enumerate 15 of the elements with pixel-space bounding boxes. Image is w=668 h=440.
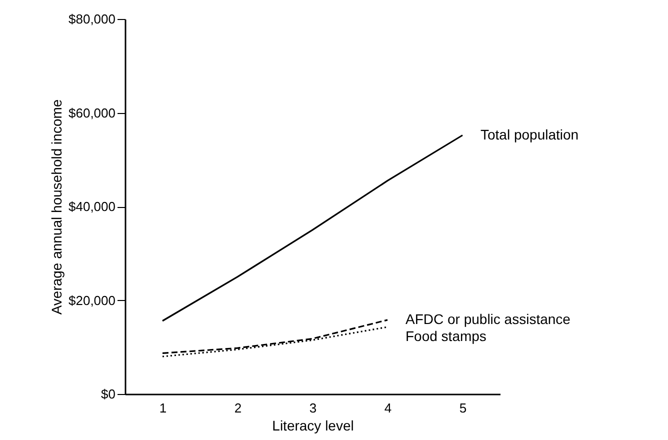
y-tick-label: $0 <box>101 386 116 402</box>
y-tick-label: $80,000 <box>68 12 116 26</box>
series-label: Food stamps <box>406 328 486 344</box>
x-tick-label: 2 <box>234 400 242 416</box>
y-axis-title: Average annual household income <box>48 99 65 315</box>
series-label: Total population <box>480 126 579 142</box>
x-tick-label: 3 <box>309 400 317 416</box>
x-tick-label: 4 <box>384 400 392 416</box>
series-label: AFDC or public assistance <box>406 310 571 327</box>
y-tick-label: $60,000 <box>68 105 116 120</box>
y-tick-label: $20,000 <box>68 292 116 308</box>
x-axis-title: Literacy level <box>272 418 354 434</box>
x-tick-label: 1 <box>159 400 167 416</box>
x-tick-label: 5 <box>459 400 467 416</box>
y-tick-label: $40,000 <box>68 199 116 214</box>
